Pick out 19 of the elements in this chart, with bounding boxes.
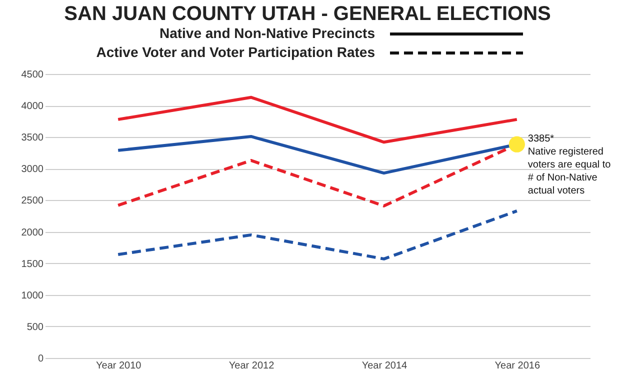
x-tick-label: Year 2010 xyxy=(96,360,142,372)
x-tick-label: Year 2012 xyxy=(228,360,275,372)
y-tick-label: 4000 xyxy=(21,101,44,112)
annotation: 3385* Native registered voters are equal to # of Non-Native actual voters xyxy=(528,133,612,196)
line-series xyxy=(116,209,518,260)
y-tick-label: 2500 xyxy=(21,196,44,207)
text: Native and Non-Native Precincts xyxy=(159,25,376,41)
chart-title: SAN JUAN COUNTY UTAH - GENERAL ELECTIONS xyxy=(64,3,551,25)
y-tick-label: 500 xyxy=(26,322,44,333)
y-tick-label: 1000 xyxy=(21,290,44,302)
x-tick-label: Year 2014 xyxy=(362,360,408,372)
y-tick-label: 3500 xyxy=(21,132,44,144)
y-tick-label: 4500 xyxy=(21,70,44,80)
y-tick-label: 3000 xyxy=(21,164,44,176)
y-tick-label: 2000 xyxy=(21,227,44,238)
x-tick-label: Year 2016 xyxy=(494,360,540,372)
text: Active Voter and Voter Participation Rates xyxy=(96,44,376,60)
y-tick-label: 1500 xyxy=(21,258,44,270)
y-tick-label: 0 xyxy=(38,354,44,364)
